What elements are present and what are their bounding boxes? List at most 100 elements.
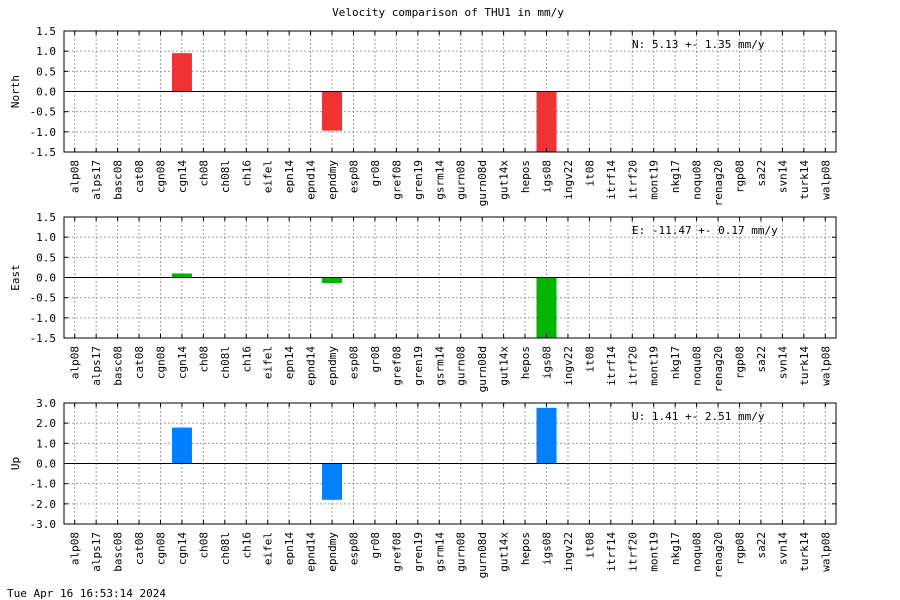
up-category-label: gr08	[369, 532, 382, 559]
up-category-label: sa22	[755, 532, 768, 559]
east-category-label: ch16	[240, 346, 253, 373]
east-category-label: cgn08	[155, 346, 168, 379]
up-category-label: walp08	[819, 532, 832, 572]
east-category-label: gut14x	[498, 346, 511, 386]
north-category-label: epndmy	[326, 160, 339, 200]
north-category-label: epn14	[283, 160, 296, 193]
east-category-label: epn14	[283, 346, 296, 379]
north-bar-epndmy	[322, 91, 343, 131]
up-category-label: itrf20	[626, 532, 639, 572]
north-category-label: itrf20	[626, 160, 639, 200]
east-category-label: basc08	[112, 346, 125, 386]
east-category-label: turk14	[798, 346, 811, 386]
east-category-label: ch08	[197, 346, 210, 373]
east-bar-igs08	[536, 277, 557, 338]
up-category-label: cgn14	[176, 532, 189, 565]
north-category-label: esp08	[348, 160, 361, 193]
up-ytick-label: 0.0	[36, 458, 56, 471]
east-category-label: noqu08	[691, 346, 704, 386]
east-category-label: gr08	[369, 346, 382, 373]
north-category-label: gut14x	[498, 160, 511, 200]
north-category-label: gurn08d	[476, 160, 489, 206]
east-category-label: ingv22	[562, 346, 575, 386]
north-panel: 1.5 1.0 0.5 0.0 -0.5 -1.0 -1.5 alp08 alps17 basc0…	[9, 25, 837, 206]
east-category-label: hepos	[519, 346, 532, 379]
north-category-label: gurn08	[455, 160, 468, 200]
north-category-label: gref08	[390, 160, 403, 200]
east-category-label: cgn14	[176, 346, 189, 379]
east-category-label: gurn08d	[476, 346, 489, 392]
up-category-label: alp08	[69, 532, 82, 565]
north-category-label: ch08l	[219, 160, 232, 193]
north-category-label: eifel	[262, 160, 275, 193]
north-category-label: ch16	[240, 160, 253, 187]
up-category-label: mont19	[648, 532, 661, 572]
east-ytick-label: -1.5	[30, 332, 57, 345]
north-category-label: turk14	[798, 160, 811, 200]
up-annotation: U: 1.41 +- 2.51 mm/y	[632, 410, 765, 423]
east-category-label: gref08	[390, 346, 403, 386]
north-category-label: walp08	[819, 160, 832, 200]
up-category-label: eifel	[262, 532, 275, 565]
up-ytick-label: 2.0	[36, 417, 56, 430]
north-category-label: basc08	[112, 160, 125, 200]
up-category-label: gurn08d	[476, 532, 489, 578]
north-category-label: noqu08	[691, 160, 704, 200]
east-annotation: E: -11.47 +- 0.17 mm/y	[632, 224, 778, 237]
east-category-label: it08	[583, 346, 596, 373]
up-category-label: nkg17	[669, 532, 682, 565]
east-category-label: mont19	[648, 346, 661, 386]
up-bar-cgn14	[171, 427, 192, 464]
east-category-label: nkg17	[669, 346, 682, 379]
east-bar-cgn14	[171, 273, 192, 278]
east-category-label: itrf20	[626, 346, 639, 386]
north-category-label: gr08	[369, 160, 382, 187]
north-category-label: sa22	[755, 160, 768, 187]
up-ytick-label: 1.0	[36, 437, 56, 450]
up-category-label: epndmy	[326, 532, 339, 572]
east-category-label: alps17	[90, 346, 103, 386]
north-ytick-label: -1.0	[30, 126, 57, 139]
north-category-label: gren19	[412, 160, 425, 200]
east-category-label: cat08	[133, 346, 146, 379]
up-axis-label: Up	[9, 457, 22, 470]
east-category-label: ch08l	[219, 346, 232, 379]
east-ytick-label: -0.5	[30, 292, 57, 305]
north-category-label: ingv22	[562, 160, 575, 200]
up-category-label: epnd14	[305, 532, 318, 572]
up-bar-igs08	[536, 407, 557, 464]
east-category-label: gurn08	[455, 346, 468, 386]
north-category-label: hepos	[519, 160, 532, 193]
up-category-label: igs08	[541, 532, 554, 565]
north-category-label: alp08	[69, 160, 82, 193]
east-category-label: itrf14	[605, 346, 618, 386]
up-category-label: rgp08	[734, 532, 747, 565]
east-ytick-label: 1.5	[36, 211, 56, 224]
up-category-label: gref08	[390, 532, 403, 572]
north-ytick-label: 0.0	[36, 86, 56, 99]
up-category-label: turk14	[798, 532, 811, 572]
up-category-label: svn14	[776, 532, 789, 565]
north-annotation: N: 5.13 +- 1.35 mm/y	[632, 38, 765, 51]
north-category-label: igs08	[541, 160, 554, 193]
north-category-label: alps17	[90, 160, 103, 200]
timestamp: Tue Apr 16 16:53:14 2024	[7, 587, 166, 600]
north-category-label: it08	[583, 160, 596, 187]
north-category-label: renag20	[712, 160, 725, 206]
east-category-label: svn14	[776, 346, 789, 379]
north-axis-label: North	[9, 75, 22, 108]
north-category-label: nkg17	[669, 160, 682, 193]
up-category-label: ch08l	[219, 532, 232, 565]
north-category-label: mont19	[648, 160, 661, 200]
up-ytick-label: 3.0	[36, 397, 56, 410]
east-category-label: walp08	[819, 346, 832, 386]
up-category-label: gsrm14	[433, 532, 446, 572]
up-category-label: gut14x	[498, 532, 511, 572]
north-category-label: cgn14	[176, 160, 189, 193]
up-category-label: cat08	[133, 532, 146, 565]
east-bar-epndmy	[322, 277, 343, 284]
up-panel: 3.0 2.0 1.0 0.0 -1.0 -2.0 -3.0 alp08 alps17 basc0…	[9, 397, 837, 578]
up-category-label: alps17	[90, 532, 103, 572]
east-ytick-label: 0.0	[36, 272, 56, 285]
